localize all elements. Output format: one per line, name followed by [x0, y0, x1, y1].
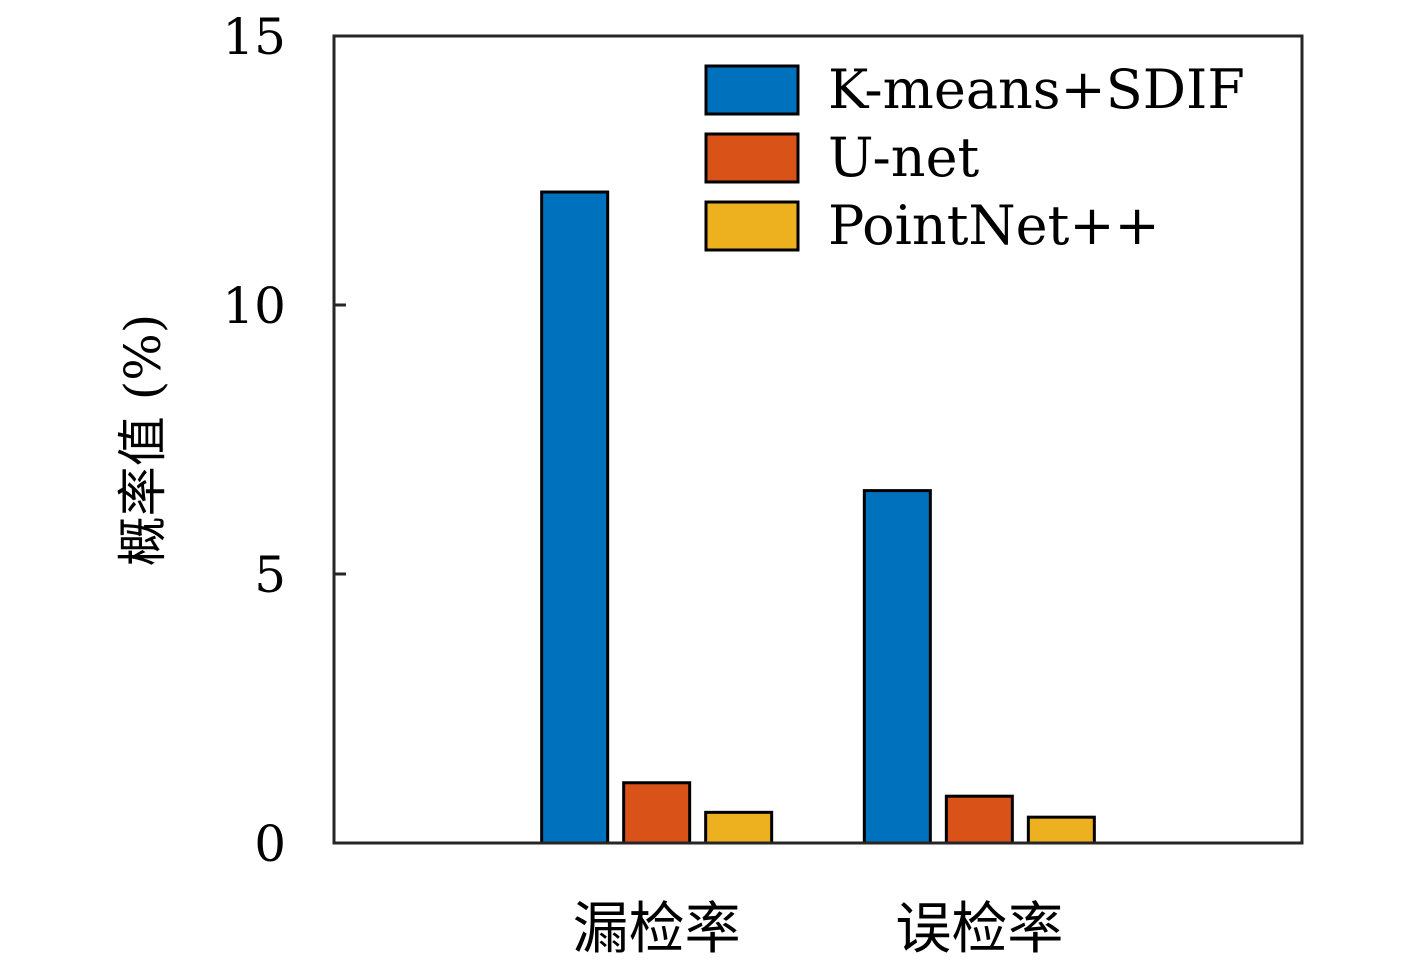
bar-2-series-1 — [862, 489, 932, 845]
legend-label-1: K-means+SDIF — [828, 58, 1245, 121]
legend-swatch-2 — [704, 132, 800, 184]
y-tick-label: 15 — [222, 8, 286, 66]
y-tick-label: 10 — [222, 277, 286, 335]
bar-1-series-2 — [622, 781, 692, 845]
x-tick-label: 漏检率 — [573, 897, 741, 962]
legend-swatch-1 — [704, 64, 800, 116]
legend-label-2: U-net — [828, 126, 980, 189]
bar-1-series-1 — [540, 190, 610, 845]
legend-label-3: PointNet++ — [828, 194, 1160, 257]
x-tick-label: 误检率 — [895, 897, 1063, 962]
y-axis-label: 概率值 (%) — [114, 314, 172, 566]
y-tick-label: 5 — [254, 546, 286, 604]
bar-2-series-3 — [1026, 815, 1096, 845]
x-axis: 漏检率 误检率 — [573, 897, 1064, 962]
bar-1-series-3 — [704, 810, 774, 845]
bars-group — [540, 190, 1096, 845]
bar-2-series-2 — [944, 794, 1014, 845]
y-tick-label: 0 — [254, 815, 286, 873]
legend-swatch-3 — [704, 200, 800, 252]
plot-frame — [332, 34, 1304, 845]
y-axis: 0 5 10 15 — [222, 8, 346, 873]
